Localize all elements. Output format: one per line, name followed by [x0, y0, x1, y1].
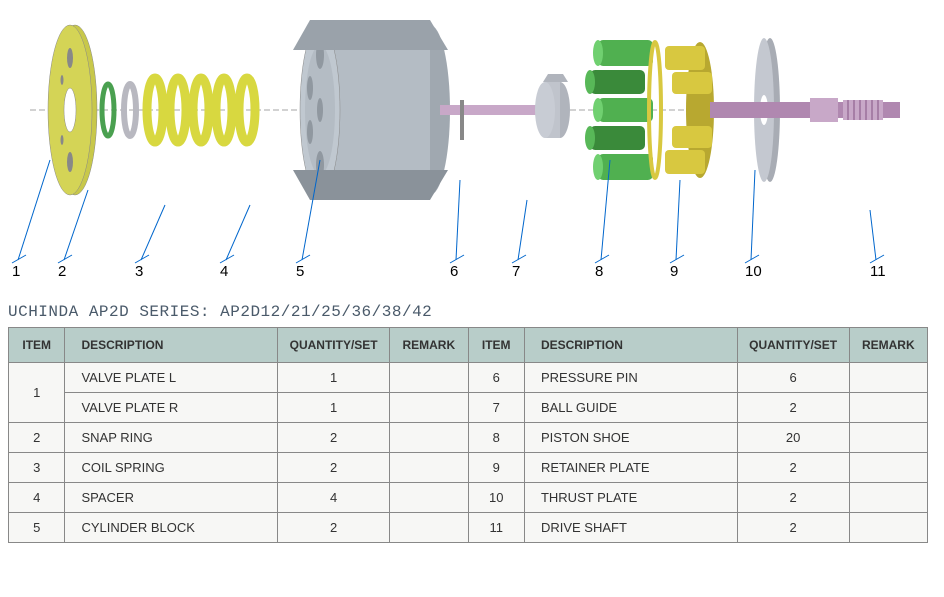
exploded-diagram: 1 2 3 4 5 6 7 8 9 10 11 — [0, 0, 944, 285]
cell-item: 1 — [9, 363, 65, 423]
callout-number: 5 — [296, 263, 304, 280]
cell-desc: THRUST PLATE — [524, 483, 737, 513]
part-cylinder-block — [293, 20, 450, 200]
cell-item: 3 — [9, 453, 65, 483]
cell-item: 4 — [9, 483, 65, 513]
cell-rem — [390, 483, 468, 513]
cell-item: 11 — [469, 513, 525, 543]
col-item: ITEM — [9, 328, 65, 363]
col-rem: REMARK — [390, 328, 468, 363]
cell-item: 2 — [9, 423, 65, 453]
cell-rem — [390, 453, 468, 483]
part-pressure-pin — [460, 100, 464, 140]
callout-number: 6 — [450, 263, 458, 280]
cell-rem — [849, 483, 927, 513]
callout-number: 4 — [220, 263, 228, 280]
table-row: 5CYLINDER BLOCK2 — [9, 513, 468, 543]
cell-desc: COIL SPRING — [65, 453, 278, 483]
part-shaft-segment — [440, 105, 550, 115]
table-row: 3COIL SPRING2 — [9, 453, 468, 483]
cell-rem — [390, 513, 468, 543]
cell-rem — [849, 393, 927, 423]
series-title: UCHINDA AP2D SERIES: AP2D12/21/25/36/38/… — [8, 303, 944, 321]
callout-number: 8 — [595, 263, 603, 280]
col-desc: DESCRIPTION — [524, 328, 737, 363]
cell-rem — [390, 423, 468, 453]
cell-desc: VALVE PLATE R — [65, 393, 278, 423]
cell-qty: 1 — [278, 363, 390, 393]
cell-qty: 20 — [737, 423, 849, 453]
cell-qty: 2 — [737, 513, 849, 543]
table-row: 11DRIVE SHAFT2 — [469, 513, 928, 543]
cell-rem — [390, 363, 468, 393]
table-row: 2SNAP RING2 — [9, 423, 468, 453]
cell-qty: 2 — [278, 423, 390, 453]
parts-table-right: ITEM DESCRIPTION QUANTITY/SET REMARK 6PR… — [469, 328, 929, 543]
cell-desc: PISTON SHOE — [524, 423, 737, 453]
cell-desc: PRESSURE PIN — [524, 363, 737, 393]
table-row: 4SPACER4 — [9, 483, 468, 513]
cell-qty: 1 — [278, 393, 390, 423]
cell-desc: CYLINDER BLOCK — [65, 513, 278, 543]
cell-item: 6 — [469, 363, 525, 393]
col-item: ITEM — [469, 328, 525, 363]
cell-rem — [849, 453, 927, 483]
cell-item: 10 — [469, 483, 525, 513]
cell-qty: 2 — [278, 513, 390, 543]
table-row: VALVE PLATE R1 — [9, 393, 468, 423]
cell-rem — [849, 363, 927, 393]
cell-qty: 2 — [278, 453, 390, 483]
cell-qty: 4 — [278, 483, 390, 513]
part-piston-retainer — [585, 40, 714, 180]
col-qty: QUANTITY/SET — [737, 328, 849, 363]
parts-table: ITEM DESCRIPTION QUANTITY/SET REMARK 1VA… — [8, 327, 928, 543]
cell-rem — [849, 513, 927, 543]
cell-qty: 2 — [737, 483, 849, 513]
cell-item: 8 — [469, 423, 525, 453]
cell-qty: 6 — [737, 363, 849, 393]
cell-rem — [849, 423, 927, 453]
parts-table-left: ITEM DESCRIPTION QUANTITY/SET REMARK 1VA… — [9, 328, 469, 543]
table-row: 10THRUST PLATE2 — [469, 483, 928, 513]
callout-number: 11 — [870, 263, 886, 280]
table-row: 9RETAINER PLATE2 — [469, 453, 928, 483]
part-ball-guide — [535, 74, 570, 138]
callout-numbers: 1 2 3 4 5 6 7 8 9 10 11 — [0, 225, 944, 285]
callout-number: 1 — [12, 263, 20, 280]
callout-number: 2 — [58, 263, 66, 280]
cell-desc: SNAP RING — [65, 423, 278, 453]
callout-number: 3 — [135, 263, 143, 280]
table-row: 6PRESSURE PIN6 — [469, 363, 928, 393]
cell-item: 9 — [469, 453, 525, 483]
cell-qty: 2 — [737, 393, 849, 423]
callout-number: 10 — [745, 263, 762, 280]
table-row: 8PISTON SHOE20 — [469, 423, 928, 453]
col-qty: QUANTITY/SET — [278, 328, 390, 363]
col-rem: REMARK — [849, 328, 927, 363]
part-drive-shaft — [710, 98, 900, 122]
cell-item: 7 — [469, 393, 525, 423]
cell-desc: BALL GUIDE — [524, 393, 737, 423]
cell-desc: VALVE PLATE L — [65, 363, 278, 393]
cell-desc: DRIVE SHAFT — [524, 513, 737, 543]
table-row: 7BALL GUIDE2 — [469, 393, 928, 423]
cell-item: 5 — [9, 513, 65, 543]
cell-desc: SPACER — [65, 483, 278, 513]
part-valve-plate — [48, 25, 97, 195]
cell-desc: RETAINER PLATE — [524, 453, 737, 483]
table-row: 1VALVE PLATE L1 — [9, 363, 468, 393]
cell-rem — [390, 393, 468, 423]
col-desc: DESCRIPTION — [65, 328, 278, 363]
callout-number: 9 — [670, 263, 678, 280]
callout-number: 7 — [512, 263, 520, 280]
cell-qty: 2 — [737, 453, 849, 483]
